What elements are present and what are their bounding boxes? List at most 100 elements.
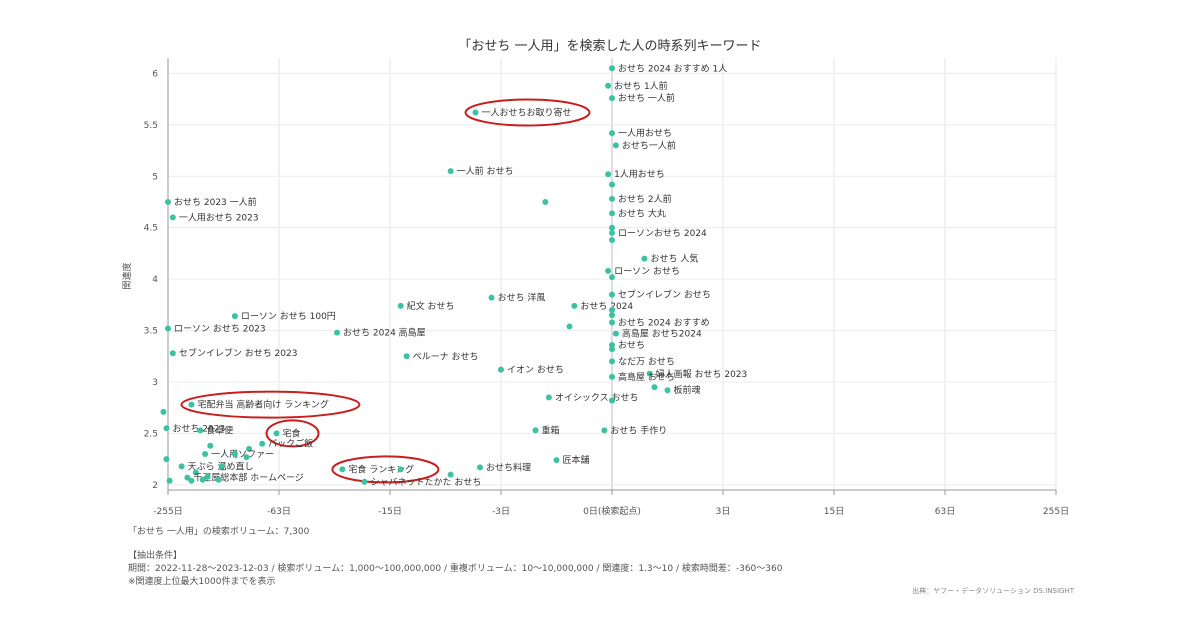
data-point xyxy=(609,397,615,404)
data-point-label: おせち料理 xyxy=(486,461,531,473)
data-point-label: おせち 2024 おすすめ 1人 xyxy=(618,63,727,74)
data-point-label: ローソンおせち 2024 xyxy=(618,228,707,239)
data-point xyxy=(609,274,615,281)
data-point xyxy=(192,469,199,476)
data-point xyxy=(542,199,549,205)
data-point xyxy=(204,473,211,480)
data-point xyxy=(612,142,619,149)
data-point xyxy=(403,353,410,360)
x-tick-label: -63日 xyxy=(267,506,291,517)
x-tick-label: -255日 xyxy=(153,506,182,517)
data-point xyxy=(334,329,341,336)
data-point-label: セブンイレブン おせち xyxy=(618,289,711,301)
data-point xyxy=(199,476,206,483)
axes: -255日 -63日 -15日 -3日 0日(検索起点) 3日 15日 63日 255日 2 2.5… xyxy=(144,58,1069,517)
x-tick-label: 3日 xyxy=(716,506,731,517)
data-point-label: 高島屋 おせち xyxy=(618,371,675,383)
data-point xyxy=(553,457,560,464)
y-tick-label: 6 xyxy=(152,69,158,79)
data-point xyxy=(339,466,346,473)
data-point xyxy=(532,427,539,434)
y-tick-label: 5.5 xyxy=(144,121,158,131)
data-point-label: 一人前 おせち xyxy=(457,165,514,177)
conditions-heading: 【抽出条件】 xyxy=(128,551,183,561)
data-point xyxy=(243,454,250,461)
data-point xyxy=(165,199,171,205)
data-point-label: おせち xyxy=(618,340,645,351)
data-point xyxy=(641,255,648,262)
data-point xyxy=(166,477,173,484)
data-point-label: 高島屋 おせち2024 xyxy=(622,328,702,340)
highlight-ellipse xyxy=(180,390,361,419)
data-point-label: おせち 人気 xyxy=(650,253,698,265)
data-point xyxy=(609,181,615,188)
grid xyxy=(167,58,1057,490)
data-point xyxy=(609,291,615,298)
data-point xyxy=(609,65,615,72)
highlight-ellipse xyxy=(331,455,440,484)
data-point-label: おせち 1人前 xyxy=(614,80,668,92)
data-point xyxy=(609,373,615,380)
data-point xyxy=(609,229,615,236)
data-point xyxy=(609,358,615,365)
data-point-label: シャバネットたかた おせち xyxy=(371,477,482,488)
data-point-label: パックご飯 xyxy=(268,438,313,450)
data-point xyxy=(609,95,615,102)
data-point xyxy=(609,237,615,244)
data-point xyxy=(609,346,615,353)
data-point xyxy=(169,350,176,357)
data-point xyxy=(571,302,578,309)
data-point-label: イオン おせち xyxy=(507,365,564,376)
data-point xyxy=(188,401,195,408)
source-credit: 出典：ヤフー・データソリューション DS.INSIGHT xyxy=(912,587,1074,595)
highlight-ellipse xyxy=(265,419,320,448)
data-point xyxy=(178,463,185,470)
data-point-label: おせち 2024 高島屋 xyxy=(343,327,426,339)
data-point-label: 板前魂 xyxy=(674,384,701,396)
data-point xyxy=(488,294,495,301)
data-point xyxy=(609,195,615,202)
search-volume-text: 「おせち 一人用」の検索ボリューム：7,300 xyxy=(128,527,310,537)
data-point xyxy=(231,451,238,457)
data-point-label: おせち 手作り xyxy=(610,424,667,436)
data-point-label: 一人用おせち xyxy=(618,128,672,139)
y-axis-label: 関連度 xyxy=(121,262,133,289)
data-point xyxy=(612,330,619,337)
data-point-label: 宅配弁当 高齢者向け ランキング xyxy=(197,399,328,411)
x-tick-label: 255日 xyxy=(1043,506,1069,517)
data-point xyxy=(163,425,170,432)
data-point-label: 一人用おせち 2023 xyxy=(179,212,259,223)
data-point-label: 一人用ソファー xyxy=(211,449,274,460)
y-tick-label: 4.5 xyxy=(144,224,158,234)
data-point-label: ペルーナ おせち xyxy=(413,351,479,362)
data-point-label: 1人用おせち xyxy=(614,169,665,180)
data-point xyxy=(447,168,454,175)
data-point-label: 宅食 ランキング xyxy=(348,463,414,475)
data-point xyxy=(498,366,504,373)
x-tick-label: -3日 xyxy=(492,506,510,517)
data-point xyxy=(566,323,573,330)
data-point xyxy=(184,474,191,481)
data-point xyxy=(609,210,615,217)
data-point xyxy=(202,451,209,457)
x-tick-label: -15日 xyxy=(378,506,402,517)
data-point xyxy=(169,214,176,221)
conditions-text: 期間：2022-11-28～2023-12-03 / 検索ボリューム：1,000… xyxy=(128,564,783,574)
data-point xyxy=(397,466,404,473)
data-point xyxy=(197,427,204,434)
data-point-label: おせち 洋風 xyxy=(498,292,546,304)
data-point-label: おせち 2024 おすすめ xyxy=(618,317,710,328)
data-point xyxy=(447,471,454,478)
data-point-label: おせち 大丸 xyxy=(618,207,666,219)
data-point-label: ローソン おせち 2023 xyxy=(174,324,266,335)
data-point-label: おせち 2024 xyxy=(580,301,633,312)
data-point xyxy=(165,325,171,332)
data-point xyxy=(397,302,404,309)
data-point xyxy=(605,171,612,178)
data-point-label: 宅食 xyxy=(283,427,301,439)
data-point xyxy=(259,440,266,447)
data-point-label: なだ万 おせち xyxy=(618,356,675,367)
data-point xyxy=(160,408,167,415)
